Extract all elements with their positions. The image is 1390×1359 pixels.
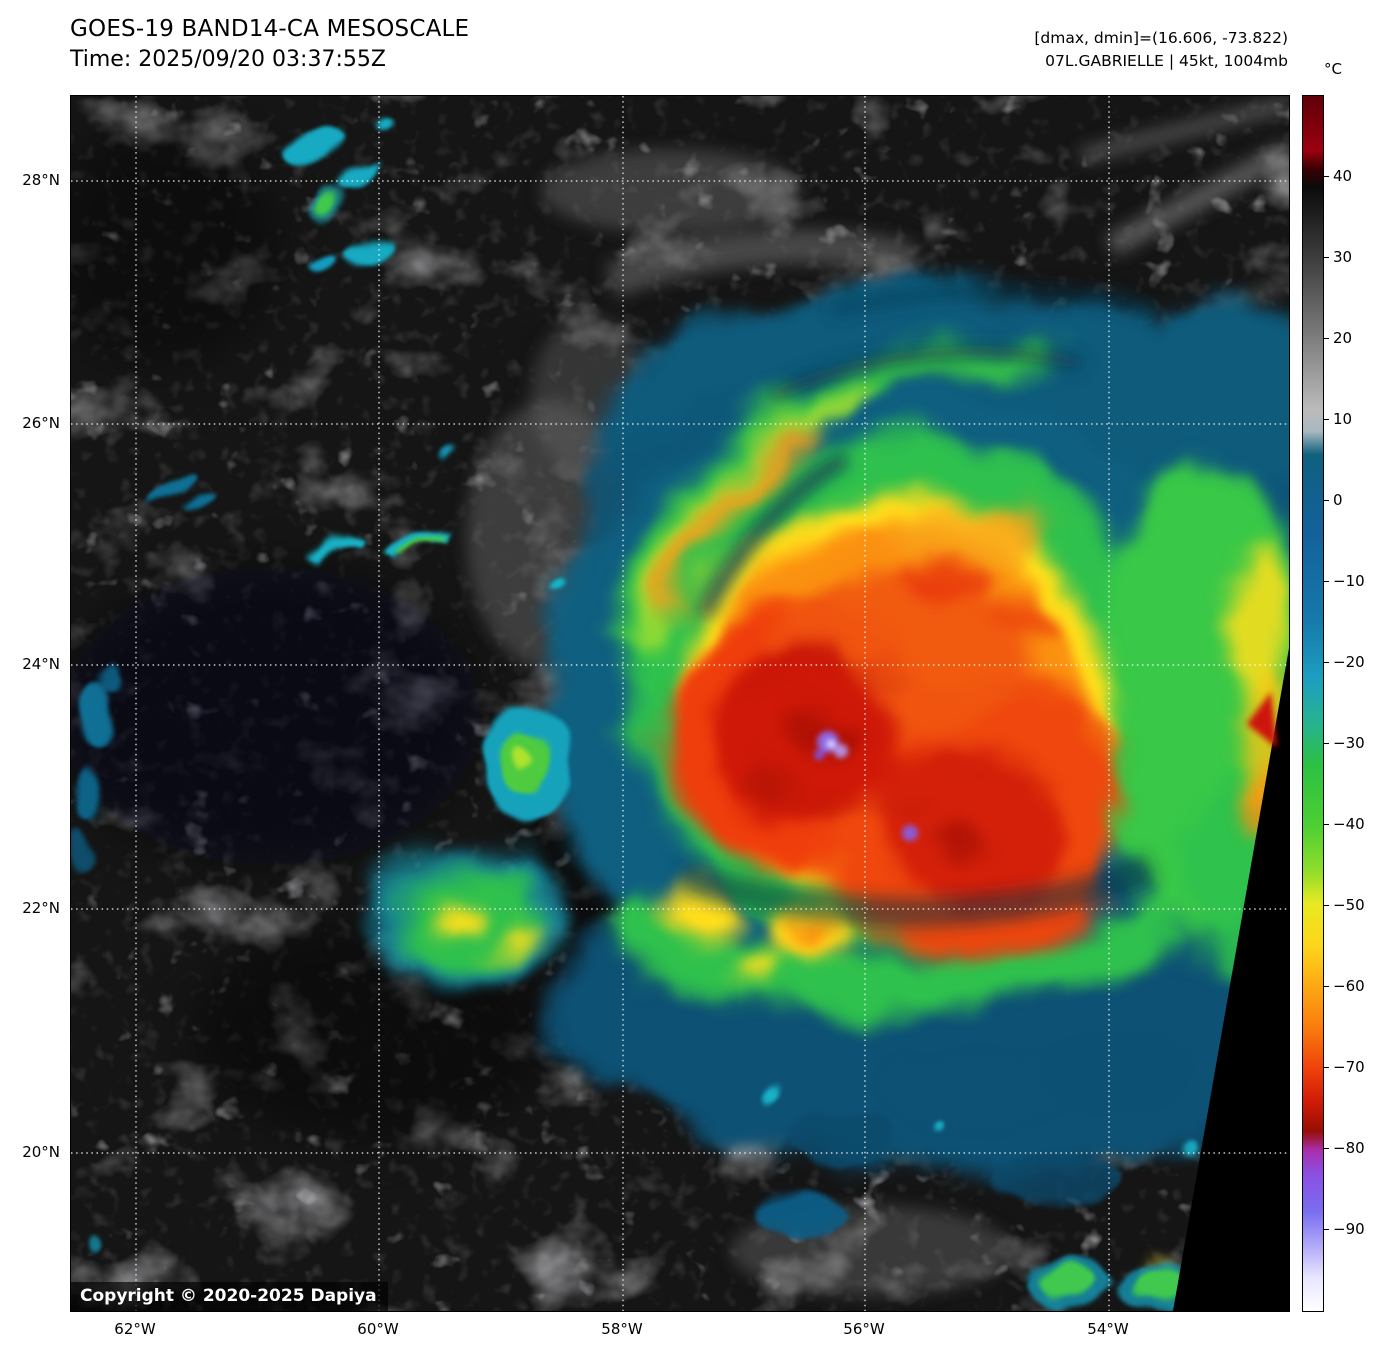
dmax-dmin-readout: [dmax, dmin]=(16.606, -73.822) [1034, 29, 1288, 47]
colorbar-tick-label: 40 [1333, 167, 1353, 185]
colorbar-tick [1324, 581, 1329, 582]
overshooting-top-dot [827, 740, 835, 748]
overshooting-top-dot [814, 750, 824, 760]
lat-label-24n: 24°N [22, 655, 60, 673]
overshooting-top-dot [902, 825, 918, 841]
lon-label-62w: 62°W [114, 1320, 156, 1338]
colorbar-tick [1324, 986, 1329, 987]
lat-label-20n: 20°N [22, 1143, 60, 1161]
colorbar-tick [1324, 338, 1329, 339]
grid-lines [71, 96, 1289, 1311]
colorbar [1302, 95, 1324, 1312]
storm-identifier: 07L.GABRIELLE | 45kt, 1004mb [1045, 52, 1288, 70]
scan-edge-red-cell [1247, 692, 1277, 748]
colorbar-tick-label: −40 [1333, 815, 1365, 833]
colorbar-tick-label: −70 [1333, 1058, 1365, 1076]
overshooting-top-dot [817, 731, 839, 753]
colorbar-tick-label: 30 [1333, 248, 1353, 266]
lon-label-54w: 54°W [1087, 1320, 1129, 1338]
overshooting-tops-purple [814, 731, 918, 841]
colorbar-tick [1324, 905, 1329, 906]
colorbar-tick [1324, 743, 1329, 744]
dark-band-slots [676, 284, 1158, 928]
colorbar-tick [1324, 1148, 1329, 1149]
satellite-image-panel: Copyright © 2020-2025 Dapiya [70, 95, 1290, 1312]
lon-label-58w: 58°W [601, 1320, 643, 1338]
colorbar-tick-label: −60 [1333, 977, 1365, 995]
colorbar-tick-label: −20 [1333, 653, 1365, 671]
page-title: GOES-19 BAND14-CA MESOSCALE [70, 16, 470, 42]
colorbar-gradient [1303, 96, 1323, 1311]
colorbar-tick-label: −10 [1333, 572, 1365, 590]
lat-label-22n: 22°N [22, 899, 60, 917]
colorbar-tick-label: 0 [1333, 491, 1343, 509]
lat-label-28n: 28°N [22, 171, 60, 189]
colorbar-tick [1324, 662, 1329, 663]
colorbar-tick [1324, 176, 1329, 177]
header-info: [dmax, dmin]=(16.606, -73.822) 07L.GABRI… [1034, 27, 1288, 73]
colorbar-tick-label: 10 [1333, 410, 1353, 428]
overshooting-top-dot [834, 744, 848, 758]
lat-label-26n: 26°N [22, 414, 60, 432]
colorbar-tick [1324, 419, 1329, 420]
colorbar-unit-label: °C [1324, 60, 1342, 78]
satellite-image [71, 96, 1289, 1311]
colorbar-tick [1324, 257, 1329, 258]
colorbar-tick-label: −50 [1333, 896, 1365, 914]
lon-label-56w: 56°W [843, 1320, 885, 1338]
colorbar-tick [1324, 500, 1329, 501]
colorbar-tick [1324, 1067, 1329, 1068]
colorbar-tick-label: −30 [1333, 734, 1365, 752]
colorbar-tick-label: −80 [1333, 1139, 1365, 1157]
colorbar-tick-label: 20 [1333, 329, 1353, 347]
colorbar-tick [1324, 824, 1329, 825]
colorbar-tick [1324, 1229, 1329, 1230]
lon-label-60w: 60°W [357, 1320, 399, 1338]
timestamp: Time: 2025/09/20 03:37:55Z [70, 47, 386, 72]
no-data-wedge [1173, 648, 1289, 1311]
colorbar-tick-label: −90 [1333, 1220, 1365, 1238]
copyright-watermark: Copyright © 2020-2025 Dapiya [71, 1282, 388, 1311]
